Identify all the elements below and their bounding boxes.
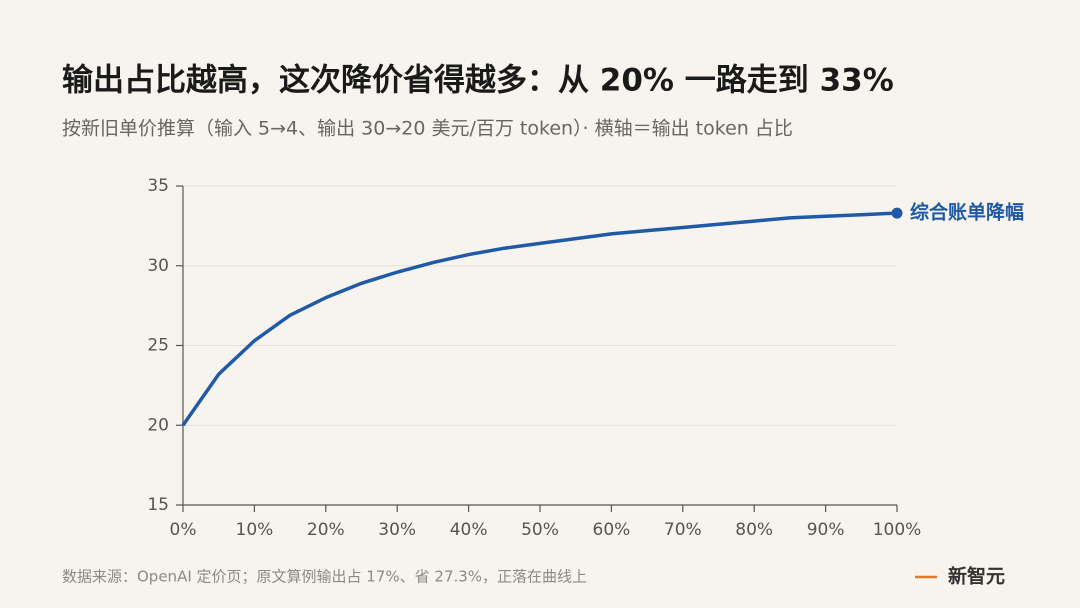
line-series	[181, 211, 898, 427]
x-tick-label: 80%	[735, 520, 773, 540]
x-tick-label: 20%	[307, 520, 345, 540]
x-tick-label: 70%	[664, 520, 702, 540]
x-tick-label: 0%	[170, 520, 197, 540]
x-tick-label: 10%	[236, 520, 274, 540]
source-note: 数据来源：OpenAI 定价页；原文算例输出占 17%、省 27.3%，正落在曲…	[62, 568, 587, 586]
chart-subtitle: 按新旧单价推算（输入 5→4、输出 30→20 美元/百万 token）· 横轴…	[62, 118, 793, 140]
y-tick-label: 25	[147, 336, 169, 356]
x-tick-label: 90%	[807, 520, 845, 540]
y-tick-label: 20	[147, 415, 169, 435]
x-tick-label: 60%	[593, 520, 631, 540]
y-tick-label: 35	[147, 176, 169, 196]
y-tick-label: 15	[147, 495, 169, 515]
series-label: 综合账单降幅	[910, 201, 1024, 224]
x-tick-label: 30%	[378, 520, 416, 540]
x-tick-label: 40%	[450, 520, 488, 540]
brand: 新智元	[948, 565, 1005, 588]
y-tick-label: 30	[147, 256, 169, 276]
x-tick-label: 100%	[873, 520, 922, 540]
end-marker	[891, 207, 903, 219]
chart-title: 输出占比越高，这次降价省得越多：从 20% 一路走到 33%	[62, 63, 894, 99]
x-tick-label: 50%	[521, 520, 559, 540]
